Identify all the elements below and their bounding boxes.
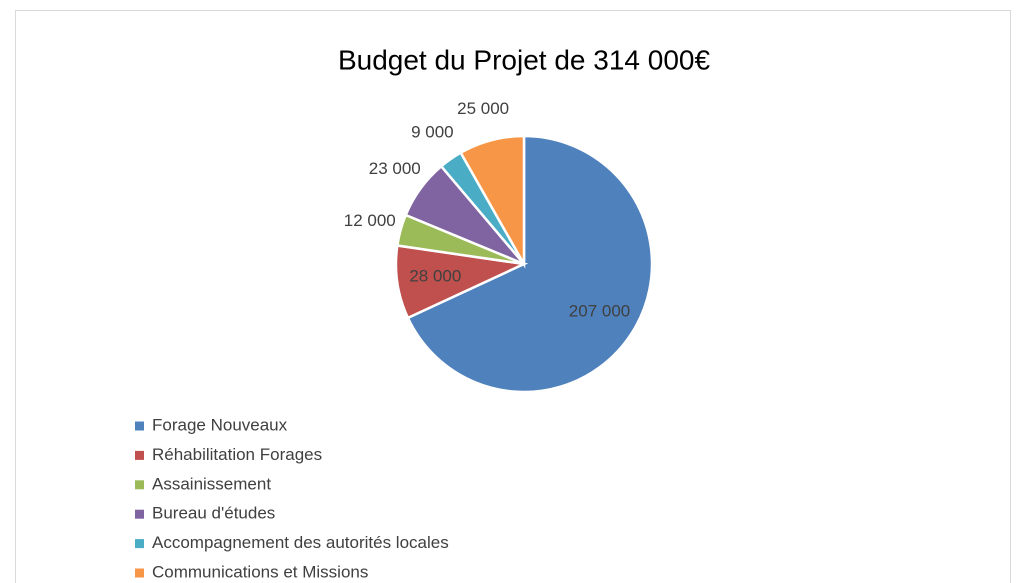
data-label: 9 000 bbox=[411, 122, 454, 141]
legend-swatch bbox=[135, 480, 144, 490]
data-label: 23 000 bbox=[369, 159, 421, 178]
data-label: 12 000 bbox=[344, 211, 396, 230]
legend-label: Bureau d'études bbox=[152, 504, 275, 523]
legend-label: Assainissement bbox=[152, 474, 271, 493]
legend-swatch bbox=[135, 568, 144, 578]
legend-swatch bbox=[135, 539, 144, 549]
legend-label: Forage Nouveaux bbox=[152, 415, 288, 434]
legend-label: Réhabilitation Forages bbox=[152, 445, 322, 464]
data-label: 28 000 bbox=[409, 266, 461, 285]
data-label: 207 000 bbox=[569, 302, 630, 321]
legend-swatch bbox=[135, 421, 144, 431]
legend-swatch bbox=[135, 450, 144, 460]
legend-label: Accompagnement des autorités locales bbox=[152, 533, 449, 552]
pie-slice bbox=[406, 134, 654, 394]
legend-label: Communications et Missions bbox=[152, 562, 368, 581]
chart-title: Budget du Projet de 314 000€ bbox=[338, 44, 711, 75]
data-label: 25 000 bbox=[457, 99, 509, 118]
legend-swatch bbox=[135, 509, 144, 519]
pie-slice bbox=[459, 134, 526, 269]
